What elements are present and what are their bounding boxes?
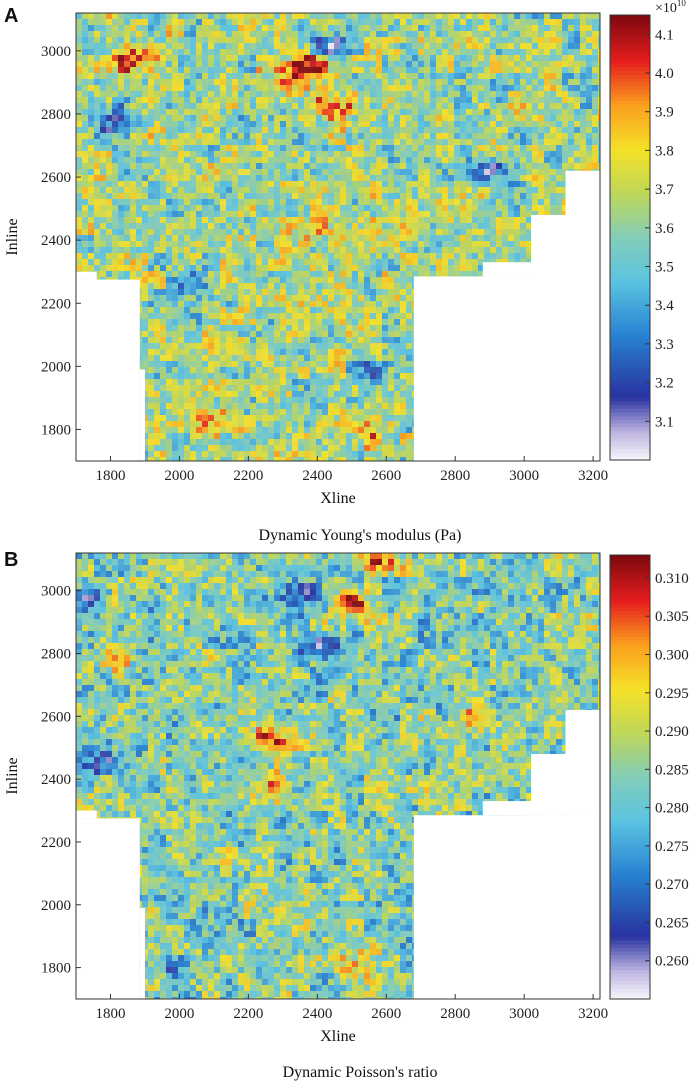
panel-a: A 1800 2000 2200 2400 2600 2800 3000 3200180020… xyxy=(4,0,686,544)
panel-a-letter: A xyxy=(4,5,18,27)
